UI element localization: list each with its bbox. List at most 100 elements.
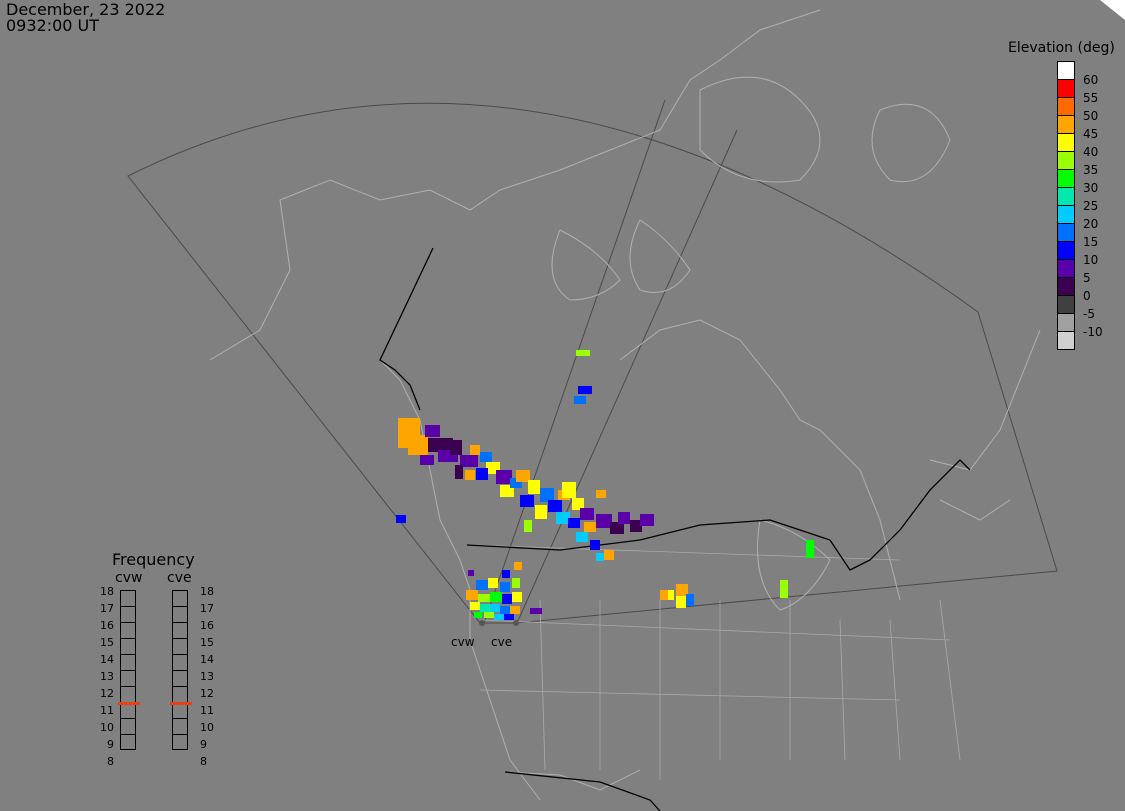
frequency-tick-label-right: 11 [200, 704, 214, 717]
radar-site-cve [513, 620, 519, 626]
frequency-tick-label-left: 10 [100, 721, 114, 734]
frequency-tick-label-left: 14 [100, 653, 114, 666]
frequency-cell [170, 702, 192, 718]
colorbar-swatch [1057, 313, 1075, 331]
frequency-tick-label-left: 11 [100, 704, 114, 717]
frequency-tick-label-left: 13 [100, 670, 114, 683]
colorbar-tick-label: -10 [1083, 325, 1103, 339]
state-boundaries [469, 544, 961, 780]
colorbar-swatch [1057, 115, 1075, 133]
frequency-cell [172, 590, 188, 606]
elevation-colorbar [1057, 61, 1075, 350]
frequency-cell [172, 686, 188, 702]
frequency-cell [120, 670, 136, 686]
colorbar-tick-label: 20 [1083, 217, 1099, 231]
frequency-tick-label-right: 14 [200, 653, 214, 666]
elevation-echoes [396, 350, 814, 620]
radar-label-cve: cve [491, 635, 513, 649]
colorbar-tick-label: 15 [1083, 235, 1099, 249]
frequency-scale-cve [170, 590, 192, 750]
echo-cluster-east [660, 540, 814, 608]
frequency-cell [120, 718, 136, 734]
colorbar-swatch [1057, 187, 1075, 205]
frequency-tick-label-left: 12 [100, 687, 114, 700]
colorbar-swatch [1057, 223, 1075, 241]
colorbar-tick-label: 60 [1083, 73, 1099, 87]
colorbar-tick-label: 45 [1083, 127, 1099, 141]
frequency-tick-label-right: 13 [200, 670, 214, 683]
colorbar-swatch [1057, 79, 1075, 97]
frequency-column-label-cvw: cvw [115, 570, 143, 586]
colorbar-swatch [1057, 205, 1075, 223]
frequency-cell [120, 686, 136, 702]
frequency-cell [120, 734, 136, 750]
frequency-cell [118, 702, 140, 718]
frequency-tick-label-right: 10 [200, 721, 214, 734]
frequency-column-label-cve: cve [167, 570, 192, 586]
frequency-marker [118, 702, 140, 705]
time-label: 0932:00 UT [6, 16, 100, 35]
colorbar-tick-label: -5 [1083, 307, 1095, 321]
echo-cluster-north [396, 350, 592, 523]
frequency-tick-label-right: 17 [200, 602, 214, 615]
frequency-cell [120, 638, 136, 654]
colorbar-swatch [1057, 133, 1075, 151]
frequency-tick-label-right: 15 [200, 636, 214, 649]
colorbar-swatch [1057, 259, 1075, 277]
colorbar-tick-label: 55 [1083, 91, 1099, 105]
map-edge-patch [1100, 0, 1125, 20]
frequency-tick-label-left: 17 [100, 602, 114, 615]
frequency-cell [172, 718, 188, 734]
frequency-tick-label-right: 18 [200, 585, 214, 598]
colorbar-swatch [1057, 241, 1075, 259]
colorbar-tick-label: 40 [1083, 145, 1099, 159]
frequency-cell [120, 622, 136, 638]
frequency-cell [172, 654, 188, 670]
colorbar-tick-label: 50 [1083, 109, 1099, 123]
frequency-title: Frequency [112, 550, 195, 569]
frequency-tick-label-left: 15 [100, 636, 114, 649]
frequency-tick-label-left: 16 [100, 619, 114, 632]
frequency-marker [170, 702, 192, 705]
colorbar-tick-label: 35 [1083, 163, 1099, 177]
colorbar-swatch [1057, 295, 1075, 313]
colorbar-swatch [1057, 97, 1075, 115]
colorbar-tick-label: 5 [1083, 271, 1091, 285]
frequency-scale-cvw [118, 590, 140, 750]
colorbar-swatch [1057, 331, 1075, 350]
colorbar-tick-label: 25 [1083, 199, 1099, 213]
colorbar-tick-label: 10 [1083, 253, 1099, 267]
radar-field-of-view [127, 99, 1058, 624]
radar-site-cvw [479, 620, 485, 626]
frequency-tick-label-right: 16 [200, 619, 214, 632]
frequency-cell [172, 638, 188, 654]
frequency-tick-label-right: 9 [200, 738, 207, 751]
echo-cluster-main [398, 418, 654, 561]
echo-cluster-near-radar [466, 562, 542, 620]
frequency-tick-label-left: 8 [107, 755, 114, 768]
date-label: December, 23 2022 [6, 0, 166, 19]
frequency-tick-label-left: 9 [107, 738, 114, 751]
colorbar-swatch [1057, 169, 1075, 187]
coastlines [209, 9, 1041, 801]
frequency-cell [120, 654, 136, 670]
frequency-tick-label-left: 18 [100, 585, 114, 598]
frequency-cell [172, 606, 188, 622]
colorbar-swatch [1057, 61, 1075, 79]
colorbar-title: Elevation (deg) [1008, 40, 1115, 56]
frequency-cell [120, 606, 136, 622]
frequency-cell [172, 622, 188, 638]
frequency-cell [172, 670, 188, 686]
colorbar-swatch [1057, 277, 1075, 295]
radar-sites [479, 620, 519, 626]
national-boundary [379, 247, 971, 811]
frequency-tick-label-right: 8 [200, 755, 207, 768]
frequency-cell [172, 734, 188, 750]
colorbar-tick-label: 30 [1083, 181, 1099, 195]
radar-label-cvw: cvw [451, 635, 475, 649]
colorbar-tick-label: 0 [1083, 289, 1091, 303]
frequency-cell [120, 590, 136, 606]
colorbar-swatch [1057, 151, 1075, 169]
frequency-tick-label-right: 12 [200, 687, 214, 700]
